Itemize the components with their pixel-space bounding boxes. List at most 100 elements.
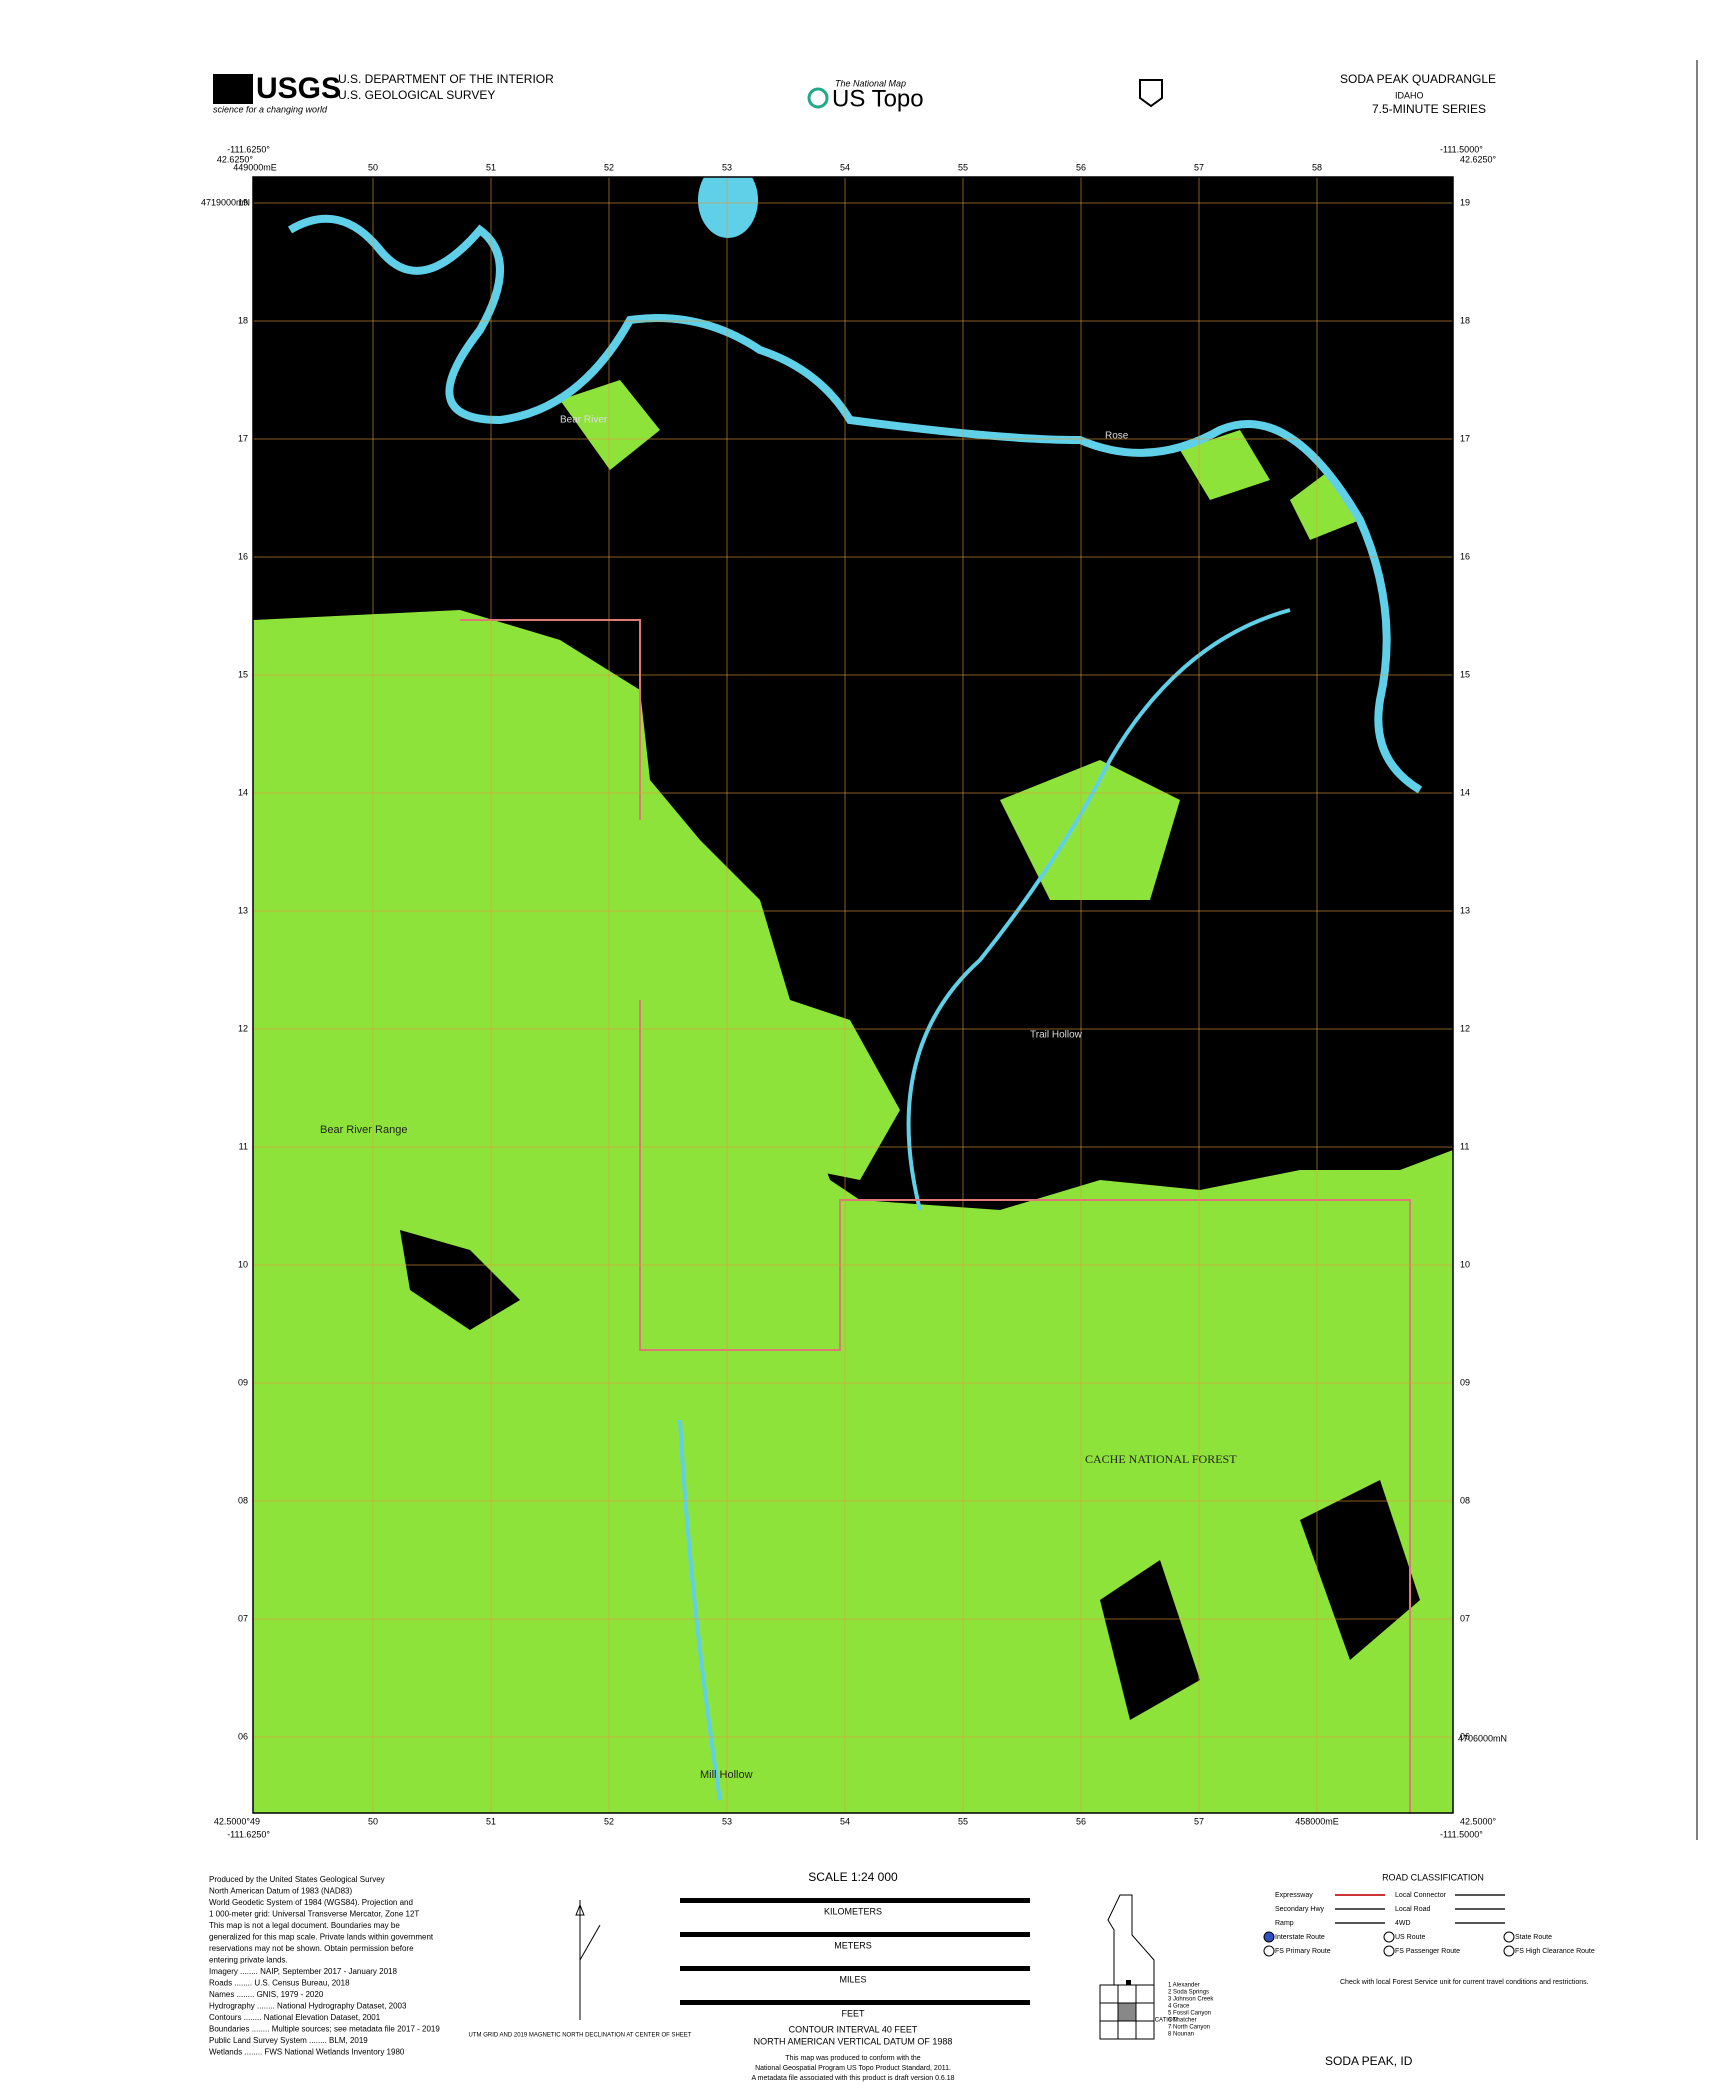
grid-label: 50 (368, 162, 378, 172)
grid-label: 10 (1460, 1259, 1470, 1269)
standard-note: A metadata file associated with this pro… (751, 2075, 954, 2082)
road-label: US Route (1395, 1934, 1425, 1941)
grid-label: 15 (1460, 669, 1470, 679)
product: US Topo (832, 85, 924, 112)
declination-diagram (575, 1900, 601, 2020)
route-shield (1263, 1931, 1275, 1943)
quad-title: SODA PEAK QUADRANGLE (1340, 72, 1496, 86)
credit-line: entering private lands. (209, 1956, 288, 1965)
credit-line: Imagery ........ NAIP, September 2017 - … (209, 1967, 398, 1976)
grid-label: 09 (238, 1377, 248, 1387)
credit-line: Roads ........ U.S. Census Bureau, 2018 (209, 1979, 350, 1988)
quad-name: SODA PEAK, ID (1325, 2054, 1413, 2068)
credit-line: Hydrography ........ National Hydrograph… (209, 2002, 407, 2011)
usgs-mark (213, 74, 253, 104)
place-name: Rose (1105, 431, 1129, 442)
adjoining-name: 5 Fossil Canyon (1168, 2011, 1211, 2017)
road-label: FS Primary Route (1275, 1948, 1331, 1955)
forest (660, 990, 900, 1180)
grid-label: 449000mE (233, 162, 277, 172)
grid-label: 13 (238, 905, 248, 915)
tagline: science for a changing world (213, 104, 328, 114)
grid-label: 10 (238, 1259, 248, 1269)
grid-label: 51 (486, 162, 496, 172)
road-label: Interstate Route (1275, 1934, 1325, 1941)
adjoining-cell (1117, 2002, 1137, 2022)
place-name: Bear River (560, 415, 608, 426)
credit-line: reservations may not be shown. Obtain pe… (209, 1944, 414, 1953)
scale-unit: METERS (834, 1940, 872, 1950)
credit-line: Boundaries ........ Multiple sources; se… (209, 2025, 440, 2034)
road-legend: Expressway Secondary Hwy Ramp Local Connect… (1263, 1892, 1595, 1957)
grid-label: 4706000mN (1458, 1733, 1507, 1743)
credit-line: Contours ........ National Elevation Dat… (209, 2013, 381, 2022)
grid-label: 08 (1460, 1495, 1470, 1505)
credit-line: Public Land Survey System ........ BLM, … (209, 2036, 368, 2045)
standard-note: National Geospatial Program US Topo Prod… (755, 2065, 951, 2072)
road-label: Local Road (1395, 1906, 1431, 1913)
corner-lon: -111.5000° (1440, 144, 1483, 154)
grid-label: 458000mE (1295, 1816, 1339, 1826)
road-label: State Route (1515, 1934, 1552, 1941)
contour-note: NORTH AMERICAN VERTICAL DATUM OF 1988 (754, 2036, 953, 2046)
dark-slope (400, 1230, 1420, 1720)
grid-label: 57 (1194, 1816, 1204, 1826)
adjoining-cell (1099, 1984, 1119, 2004)
quad-locator (1126, 1980, 1131, 1985)
route-shield (1383, 1931, 1395, 1943)
corner-lon: -111.6250° (227, 144, 270, 154)
adjoining-cell (1117, 2020, 1137, 2040)
grid-label: 51 (486, 1816, 496, 1826)
grid-label: 18 (1460, 315, 1470, 325)
grid-label: 06 (1460, 1731, 1470, 1741)
road-note: Check with local Forest Service unit for… (1340, 1979, 1589, 1986)
bear-river (287, 214, 1423, 794)
place-name: Bear River Range (320, 1124, 407, 1136)
grid-label: 56 (1076, 1816, 1086, 1826)
scale-bar (680, 1966, 1030, 1971)
agency: U.S. DEPARTMENT OF THE INTERIOR (338, 72, 554, 86)
grid-label: 07 (238, 1613, 248, 1623)
contour-note: CONTOUR INTERVAL 40 FEET (789, 2024, 918, 2034)
adjoining-cell (1099, 2020, 1119, 2040)
route-shield (1503, 1931, 1515, 1943)
credit-line: North American Datum of 1983 (NAD83) (209, 1887, 353, 1896)
scale-unit: FEET (841, 2008, 865, 2018)
adjoining-name: 7 North Canyon (1168, 2025, 1210, 2031)
creek (678, 608, 1291, 1801)
place-name: Mill Hollow (700, 1769, 753, 1781)
road-label: Local Connector (1395, 1892, 1447, 1899)
scale-bar (680, 1898, 1030, 1903)
topo-icon (807, 87, 829, 109)
adjoining-name: 4 Grace (1168, 2004, 1190, 2010)
adjoining-cell (1135, 2002, 1155, 2022)
adjoining-cell (1135, 1984, 1155, 2004)
credit-line: This map is not a legal document. Bounda… (209, 1921, 400, 1930)
scale-unit: MILES (839, 1974, 866, 1984)
grid-label: 13 (1460, 905, 1470, 915)
fs-shield (1139, 79, 1163, 108)
place-name: Trail Hollow (1030, 1030, 1083, 1041)
grid-label: 08 (238, 1495, 248, 1505)
lake (698, 177, 758, 238)
grid-label: 12 (1460, 1023, 1470, 1033)
road-title: ROAD CLASSIFICATION (1382, 1872, 1484, 1882)
grid-label: 06 (238, 1731, 248, 1741)
map-body (253, 177, 1453, 1813)
grid-label: 52 (604, 1816, 614, 1826)
corner-lon: -111.6250° (227, 1829, 270, 1839)
grid-label: 18 (238, 315, 248, 325)
place-name: CACHE NATIONAL FOREST (1085, 1452, 1237, 1466)
boundary (460, 619, 1411, 1813)
scale-bar (680, 2000, 1030, 2005)
forest (560, 380, 1360, 540)
credits: Produced by the United States Geological… (209, 1875, 440, 2057)
credit-line: World Geodetic System of 1984 (WGS84). P… (209, 1898, 413, 1907)
road-label: Ramp (1275, 1920, 1294, 1927)
grid-label: 54 (840, 1816, 850, 1826)
corner-lat: 42.6250° (1460, 154, 1497, 164)
adjoining-name: 1 Alexander (1168, 1983, 1200, 1989)
